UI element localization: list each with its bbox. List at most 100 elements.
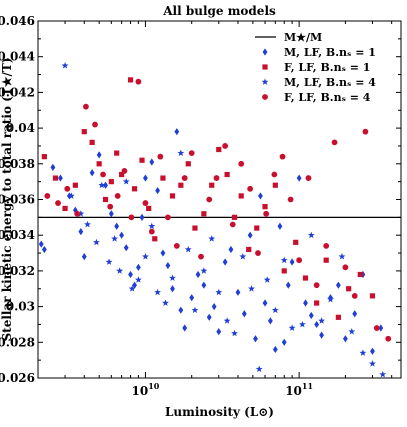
data-point xyxy=(164,214,171,221)
data-point xyxy=(154,288,162,296)
data-point xyxy=(174,128,180,136)
plot-frame xyxy=(37,20,402,379)
data-point xyxy=(279,153,286,160)
data-point xyxy=(223,317,231,324)
y-tick-label: 0.044 xyxy=(0,50,35,64)
data-point xyxy=(52,175,59,181)
data-point xyxy=(169,274,176,281)
data-point xyxy=(68,192,75,199)
data-point xyxy=(222,143,229,149)
data-point xyxy=(81,129,87,135)
data-point xyxy=(92,121,98,128)
data-point xyxy=(263,276,271,283)
data-point xyxy=(58,174,63,182)
data-point xyxy=(357,271,363,278)
data-point xyxy=(119,231,125,239)
data-point xyxy=(238,193,244,199)
data-point xyxy=(108,210,114,218)
data-point xyxy=(314,300,320,306)
y-tick-label: 0.042 xyxy=(0,85,35,99)
data-point xyxy=(303,299,308,307)
legend-square-symbol xyxy=(262,64,268,70)
data-point xyxy=(78,228,84,236)
data-point xyxy=(170,285,175,293)
data-point xyxy=(235,288,241,296)
data-point xyxy=(169,193,176,199)
data-point xyxy=(370,347,375,355)
legend-label: M★/M xyxy=(284,31,322,44)
data-point xyxy=(89,169,95,177)
data-point xyxy=(96,161,102,167)
data-point xyxy=(155,186,161,195)
legend-circle-symbol xyxy=(262,94,268,100)
data-point xyxy=(188,150,195,156)
x-tick-label: 1010 xyxy=(132,381,160,398)
data-point xyxy=(107,203,114,210)
data-point xyxy=(352,310,358,318)
data-point xyxy=(134,276,142,283)
data-point xyxy=(222,258,228,266)
data-point xyxy=(142,200,149,206)
data-point xyxy=(272,182,278,188)
data-point xyxy=(201,281,207,289)
x-tick-label: 1011 xyxy=(285,381,313,398)
data-points-layer xyxy=(38,62,392,378)
data-point xyxy=(238,160,245,167)
data-point xyxy=(131,186,138,192)
data-point xyxy=(185,161,191,167)
data-point xyxy=(239,253,247,260)
data-point xyxy=(102,196,109,203)
data-point xyxy=(379,370,387,378)
y-tick-label: 0.038 xyxy=(0,157,35,171)
data-point xyxy=(254,225,260,231)
data-point xyxy=(323,257,329,263)
data-point xyxy=(369,293,376,299)
data-point xyxy=(267,317,273,325)
legend-diamond-symbol xyxy=(262,48,268,56)
data-point xyxy=(192,225,198,231)
data-point xyxy=(72,182,78,188)
data-point xyxy=(231,329,238,337)
data-point xyxy=(108,179,114,185)
data-point xyxy=(127,77,134,83)
data-point xyxy=(271,171,278,178)
data-point xyxy=(139,157,145,163)
data-point xyxy=(296,174,302,182)
data-point xyxy=(83,103,89,110)
series-1 xyxy=(38,128,384,355)
y-tick-label: 0.04 xyxy=(6,121,35,135)
data-point xyxy=(228,245,234,254)
data-point xyxy=(281,268,287,274)
data-point xyxy=(160,175,166,181)
data-point xyxy=(165,261,171,270)
data-point xyxy=(289,258,295,266)
data-point xyxy=(378,324,384,332)
data-point xyxy=(293,239,299,245)
chart-title: All bulge models xyxy=(162,4,276,18)
series-3 xyxy=(61,62,387,378)
data-point xyxy=(298,320,306,328)
data-point xyxy=(64,185,71,192)
data-point xyxy=(198,253,204,260)
data-point xyxy=(81,253,87,261)
y-tick-label: 0.026 xyxy=(0,371,35,385)
data-point xyxy=(314,320,320,329)
data-point xyxy=(173,243,180,249)
data-point xyxy=(146,205,152,212)
data-point xyxy=(206,196,213,203)
y-tick-label: 0.036 xyxy=(0,193,35,207)
data-point xyxy=(135,263,141,271)
data-point xyxy=(189,294,195,302)
data-point xyxy=(116,267,124,274)
data-point xyxy=(44,193,51,199)
data-point xyxy=(84,220,91,228)
data-point xyxy=(288,324,296,331)
data-point xyxy=(231,214,238,220)
data-point xyxy=(123,244,129,252)
data-point xyxy=(209,182,215,188)
data-point xyxy=(103,181,108,189)
legend-label: F, LF, B.nₛ = 1 xyxy=(284,61,370,74)
y-tick-label: 0.034 xyxy=(0,228,35,242)
data-point xyxy=(61,62,69,69)
data-point xyxy=(327,295,334,303)
